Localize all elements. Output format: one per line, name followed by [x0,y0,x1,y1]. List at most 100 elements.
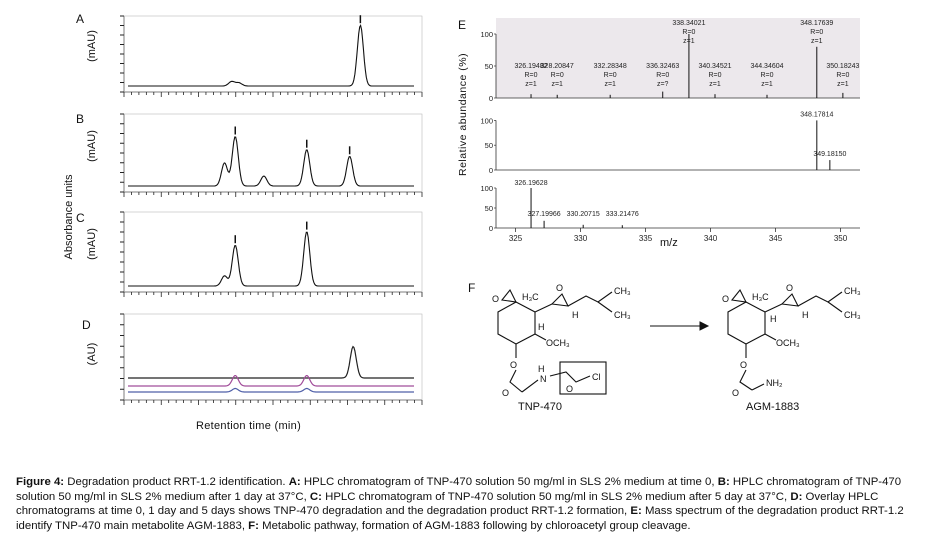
metabolic-pathway: O H₃C O H CH₃ CH₃ H OCH₃ O O H N O Cl TN… [492,283,861,413]
ms-ytick-label: 100 [480,116,493,125]
ms-peak-label: 330.20715 [567,211,600,218]
ms-peak-label: z=1 [525,81,537,88]
ms-subplot-bg-1 [496,18,860,98]
svg-text:CH₃: CH₃ [844,310,861,320]
ms-y-axis-title: Relative abundance (%) [457,52,469,176]
agm1883-label: AGM-1883 [746,401,799,413]
ms-ytick-label: 50 [485,204,493,213]
svg-text:NH₂: NH₂ [766,378,783,388]
panel-letter-e: E [458,18,467,32]
ms-xtick-label: 335 [639,234,653,243]
unit-label-d: (AU) [86,342,98,366]
svg-text:O: O [492,294,499,304]
ms-ytick-label: 100 [480,30,493,39]
ms-peak-label: R=0 [810,29,823,36]
svg-text:O: O [722,294,729,304]
ms-xtick-label: 340 [704,234,718,243]
svg-text:CH₃: CH₃ [614,310,631,320]
mass-spectrum: 100500326.19482R=0z=1328.20847R=0z=1332.… [480,18,860,243]
ms-peak-label: z=1 [604,81,616,88]
svg-text:O: O [510,360,517,370]
panel-d-frame [123,313,423,401]
ms-peak-label: 326.19628 [515,180,548,187]
chromatogram-trace-a [128,23,414,87]
svg-text:CH₃: CH₃ [844,286,861,296]
ms-xtick-label: 325 [509,234,523,243]
ms-peak-label: 348.17814 [800,111,833,118]
caption-d-label: D: [790,490,803,503]
ms-peak-label: 328.20847 [541,63,574,70]
ms-peak-label: R=0 [525,72,538,79]
svg-text:H₃C: H₃C [522,292,539,302]
ms-peak-label: R=0 [656,72,669,79]
x-axis-title: Retention time (min) [196,420,302,432]
panel-a-frame [123,15,423,93]
tnp470-structure: O H₃C O H CH₃ CH₃ H OCH₃ O O H N O Cl [492,283,631,398]
caption-e-text: Mass spectrum of the degradation product… [16,505,904,532]
ms-peak-label: 350.18243 [826,63,859,70]
ms-peak-label: 344.34604 [750,63,783,70]
hplc-chart-c [120,211,423,297]
overlay-trace-2 [128,375,414,387]
ms-peak-label: 348.17639 [800,20,833,27]
svg-text:Cl: Cl [592,372,601,382]
panel-c-frame [123,211,423,293]
svg-text:O: O [786,283,793,293]
panel-letter-c: C [76,211,85,225]
ms-peak-label: z=1 [761,81,773,88]
ms-peak-label: z=1 [551,81,563,88]
ms-xtick-label: 330 [574,234,588,243]
ms-peak-label: 338.34021 [672,20,705,27]
hplc-chart-a [120,15,423,97]
ms-peak-label: R=0 [836,72,849,79]
svg-text:O: O [566,384,573,394]
ms-peak-label: 327.19966 [528,211,561,218]
ms-peak-label: z=1 [811,38,823,45]
svg-text:OCH₃: OCH₃ [776,338,800,348]
figure-caption: Figure 4: Degradation product RRT-1.2 id… [16,475,922,533]
unit-label-a: (mAU) [86,30,98,62]
svg-text:O: O [502,388,509,398]
ms-peak-label: 326.19482 [514,63,547,70]
ms-xtick-label: 350 [834,234,848,243]
ms-peak-label: 336.32463 [646,63,679,70]
chromatogram-trace-b [128,136,414,187]
svg-text:O: O [556,283,563,293]
tnp470-label: TNP-470 [518,401,562,413]
caption-f-label: F: [248,519,259,532]
chromatogram-trace-c [128,231,414,287]
ms-peak-label: z=? [657,81,669,88]
ms-peak-label: 333.21476 [606,211,639,218]
ms-peak-label: z=1 [837,81,849,88]
svg-text:OCH₃: OCH₃ [546,338,570,348]
svg-text:H: H [538,364,545,374]
caption-a-label: A: [288,476,301,488]
ms-x-axis-title: m/z [660,237,678,249]
caption-c-text: HPLC chromatogram of TNP-470 solution 50… [321,490,791,503]
caption-c-label: C: [309,490,322,503]
ms-ytick-label: 50 [485,62,493,71]
hplc-chart-b [120,113,423,197]
svg-text:H: H [572,310,579,320]
hplc-chart-d [120,313,423,405]
ms-subplot-bg-2 [496,108,860,170]
svg-text:H: H [802,310,809,320]
svg-text:N: N [540,374,547,384]
svg-text:O: O [740,360,747,370]
svg-text:O: O [732,388,739,398]
caption-a-text: HPLC chromatogram of TNP-470 solution 50… [300,476,718,488]
overlay-trace-3 [128,387,414,393]
svg-text:CH₃: CH₃ [614,286,631,296]
ms-peak-label: z=1 [709,81,721,88]
unit-label-c: (mAU) [86,228,98,260]
panel-letter-d: D [82,318,91,332]
ms-peak-label: R=0 [682,29,695,36]
ms-subplot-bg-3 [496,178,860,228]
caption-lead-text: Degradation product RRT-1.2 identificati… [64,476,289,488]
ms-ytick-label: 0 [489,94,493,103]
ms-ytick-label: 100 [480,184,493,193]
panel-letter-f: F [468,281,476,295]
panel-letter-b: B [76,112,85,126]
ms-peak-label: z=1 [683,38,695,45]
caption-e-label: E: [630,505,642,518]
